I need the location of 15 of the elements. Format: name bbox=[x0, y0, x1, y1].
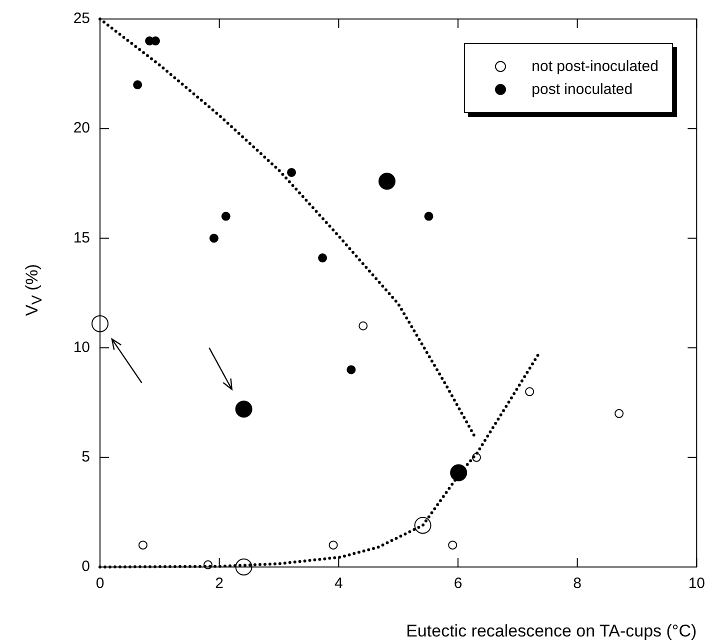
x-tick-label: 0 bbox=[96, 575, 104, 592]
x-tick-label: 10 bbox=[688, 575, 705, 592]
x-axis-title: Eutectic recalescence on TA-cups (°C) bbox=[406, 621, 697, 640]
legend-label: not post-inoculated bbox=[532, 58, 658, 75]
x-tick-label: 6 bbox=[454, 575, 462, 592]
y-tick-label: 0 bbox=[82, 558, 90, 576]
legend-label: post inoculated bbox=[532, 81, 633, 98]
y-tick-label: 10 bbox=[73, 338, 90, 356]
x-tick-label: 2 bbox=[215, 575, 224, 592]
y-tick-label: 20 bbox=[73, 120, 90, 137]
y-tick-label: 5 bbox=[82, 448, 90, 466]
x-tick-label: 4 bbox=[334, 575, 343, 592]
x-tick-label: 8 bbox=[573, 575, 582, 592]
y-tick-label: 25 bbox=[73, 10, 90, 28]
y-tick-label: 15 bbox=[73, 229, 90, 246]
